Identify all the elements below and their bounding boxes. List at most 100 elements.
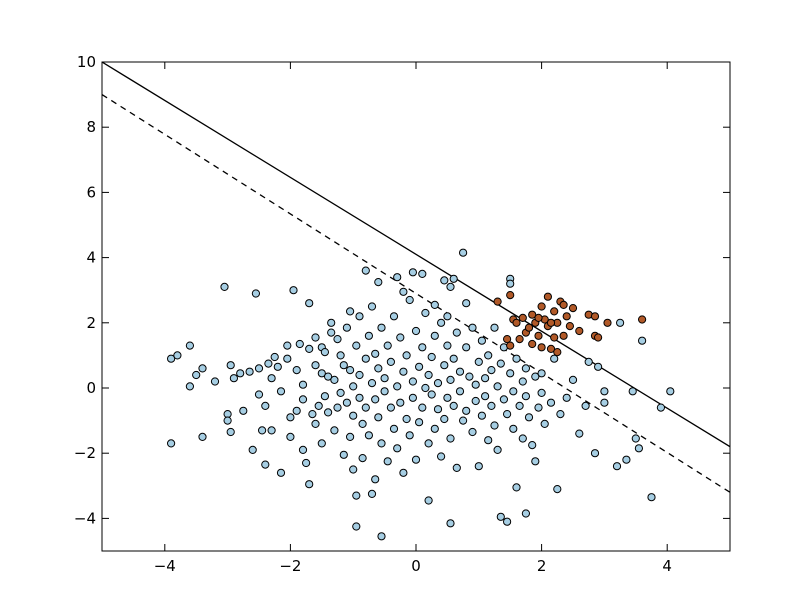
point-class-0 — [386, 357, 395, 366]
point-class-0 — [364, 331, 373, 340]
point-class-0 — [427, 390, 436, 399]
point-class-0 — [600, 398, 609, 407]
point-class-0 — [324, 408, 333, 417]
point-class-0 — [185, 382, 194, 391]
point-class-0 — [521, 392, 531, 401]
point-class-0 — [440, 276, 449, 285]
point-class-0 — [377, 439, 386, 448]
point-class-0 — [506, 279, 515, 288]
point-class-0 — [411, 326, 421, 336]
point-class-0 — [393, 382, 402, 391]
point-class-0 — [433, 405, 443, 414]
point-class-0 — [612, 462, 622, 471]
point-class-0 — [380, 387, 389, 396]
point-class-0 — [496, 512, 505, 521]
point-class-0 — [305, 299, 314, 308]
point-class-0 — [666, 387, 675, 396]
point-class-0 — [421, 383, 430, 393]
point-class-1 — [534, 331, 543, 340]
point-class-0 — [226, 427, 235, 437]
point-class-0 — [264, 359, 273, 368]
point-class-0 — [229, 374, 238, 383]
point-class-0 — [167, 354, 176, 363]
point-class-1 — [528, 339, 537, 349]
point-class-0 — [443, 393, 452, 402]
point-class-0 — [358, 419, 367, 428]
point-class-0 — [503, 517, 512, 526]
point-class-0 — [377, 532, 386, 541]
point-class-0 — [462, 343, 471, 352]
point-class-0 — [346, 366, 355, 375]
point-class-0 — [415, 362, 424, 371]
point-class-0 — [220, 282, 229, 291]
point-class-0 — [568, 375, 578, 384]
point-class-0 — [408, 268, 417, 277]
point-class-0 — [481, 392, 490, 401]
point-class-0 — [490, 323, 499, 332]
point-class-0 — [446, 282, 455, 291]
point-class-0 — [254, 390, 264, 399]
point-class-0 — [553, 485, 562, 494]
point-class-0 — [496, 359, 505, 368]
point-class-1 — [559, 300, 568, 309]
point-class-0 — [430, 300, 439, 309]
point-class-0 — [575, 429, 584, 438]
point-class-0 — [383, 457, 392, 466]
point-class-0 — [418, 343, 427, 352]
point-class-0 — [402, 351, 411, 360]
point-class-0 — [418, 269, 427, 278]
point-class-0 — [468, 323, 477, 332]
point-class-0 — [531, 372, 540, 381]
point-class-1 — [537, 343, 546, 352]
point-class-0 — [484, 351, 493, 360]
point-class-0 — [311, 361, 320, 370]
point-class-0 — [298, 445, 308, 454]
point-class-0 — [352, 491, 361, 500]
point-class-0 — [311, 333, 320, 342]
point-class-0 — [267, 426, 276, 435]
point-class-0 — [524, 413, 534, 422]
point-class-0 — [584, 357, 593, 366]
point-class-0 — [562, 393, 571, 402]
dashed-margin-line — [102, 94, 730, 493]
point-class-0 — [358, 454, 367, 463]
point-class-0 — [455, 387, 465, 396]
point-class-0 — [198, 432, 207, 441]
point-class-1 — [594, 333, 603, 342]
point-class-0 — [433, 379, 443, 388]
point-class-1 — [546, 318, 556, 327]
point-class-0 — [408, 393, 417, 402]
y-tick-label: −2 — [74, 444, 96, 462]
point-class-0 — [317, 439, 326, 448]
point-class-0 — [459, 248, 468, 257]
point-class-0 — [424, 439, 433, 448]
point-class-0 — [374, 413, 383, 422]
point-class-0 — [399, 367, 408, 376]
point-class-0 — [396, 398, 405, 407]
point-class-0 — [443, 312, 452, 321]
point-class-0 — [402, 414, 411, 424]
point-class-0 — [449, 274, 458, 283]
point-class-0 — [446, 434, 455, 443]
point-class-0 — [616, 318, 625, 327]
point-class-0 — [330, 426, 339, 435]
point-class-0 — [521, 364, 531, 373]
point-class-0 — [518, 434, 527, 443]
point-class-0 — [283, 341, 292, 350]
point-class-0 — [452, 328, 461, 337]
point-class-0 — [405, 295, 414, 305]
point-class-0 — [399, 287, 408, 296]
point-class-0 — [471, 380, 480, 389]
point-class-0 — [305, 344, 314, 353]
point-class-0 — [594, 362, 603, 371]
point-class-0 — [393, 273, 402, 282]
point-class-0 — [490, 421, 499, 430]
point-class-0 — [311, 419, 320, 428]
point-class-0 — [411, 455, 421, 464]
point-class-0 — [389, 424, 399, 433]
point-class-0 — [631, 434, 640, 443]
point-class-0 — [289, 286, 298, 295]
point-class-0 — [446, 519, 455, 528]
decision-lines — [102, 62, 730, 493]
